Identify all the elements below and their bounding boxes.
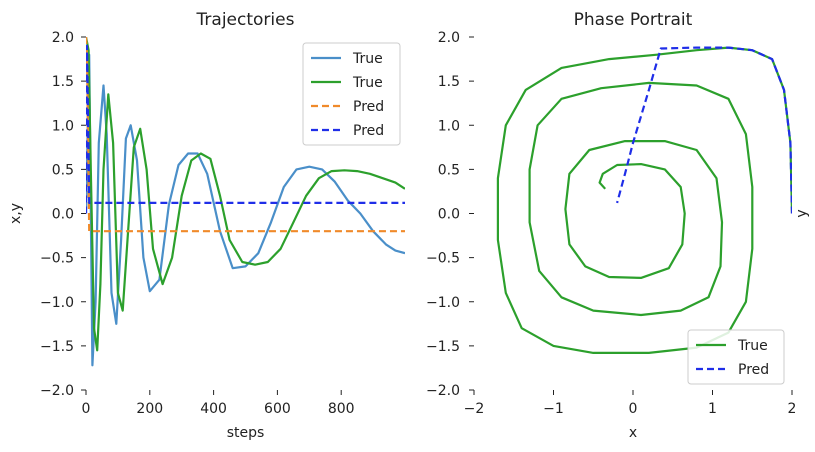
legend-label: True bbox=[737, 338, 768, 354]
x-tick-label: −2 bbox=[464, 401, 485, 417]
y-tick-label: −2.0 bbox=[40, 383, 74, 399]
legend-label: Pred bbox=[353, 123, 384, 139]
y-tick-label: 1.0 bbox=[52, 118, 74, 134]
y-tick-label: 0.5 bbox=[438, 162, 460, 178]
chart-title: Trajectories bbox=[196, 10, 295, 30]
y-axis-label: y bbox=[794, 209, 810, 217]
legend-label: True bbox=[352, 75, 383, 91]
x-tick-label: 1 bbox=[708, 401, 717, 417]
y-tick-label: 1.5 bbox=[52, 74, 74, 90]
y-tick-label: 1.5 bbox=[438, 74, 460, 90]
x-tick-label: 2 bbox=[788, 401, 797, 417]
legend-label: Pred bbox=[353, 99, 384, 115]
x-tick-label: −1 bbox=[543, 401, 564, 417]
series-line-0 bbox=[496, 46, 792, 354]
x-tick-label: 0 bbox=[629, 401, 638, 417]
y-tick-label: 1.0 bbox=[438, 118, 460, 134]
y-tick-label: 0.0 bbox=[52, 207, 74, 223]
y-tick-label: −1.0 bbox=[426, 295, 460, 311]
series-line-1 bbox=[616, 46, 792, 214]
legend-box bbox=[687, 329, 785, 385]
legend: True True Pred Pred bbox=[302, 42, 401, 146]
y-tick-label: 2.0 bbox=[438, 30, 460, 46]
x-tick-label: 800 bbox=[328, 401, 355, 417]
y-tick-label: −0.5 bbox=[426, 251, 460, 267]
y-tick-label: −1.5 bbox=[426, 339, 460, 355]
y-tick-label: −0.5 bbox=[40, 251, 74, 267]
x-axis-label: steps bbox=[227, 425, 265, 441]
legend-box bbox=[302, 42, 401, 146]
y-tick-label: 0.5 bbox=[52, 162, 74, 178]
legend-label: True bbox=[352, 51, 383, 67]
chart-0: Trajectories −2.0 −1.5 −1.0 −0.5 0.0 0.5 1.0 1.5… bbox=[8, 10, 405, 441]
y-tick-label: −1.0 bbox=[40, 295, 74, 311]
y-tick-label: −1.5 bbox=[40, 339, 74, 355]
y-tick-label: −2.0 bbox=[426, 383, 460, 399]
chart-title: Phase Portrait bbox=[574, 10, 693, 30]
chart-1: Phase Portrait −2.0 −1.5 −1.0 −0.5 0.0 0.5 1.0 1… bbox=[426, 10, 810, 441]
y-axis-label: x,y bbox=[8, 203, 24, 224]
x-axis-label: x bbox=[629, 425, 637, 441]
y-tick-label: 0.0 bbox=[438, 207, 460, 223]
series-line-3 bbox=[86, 44, 405, 214]
legend: True Pred bbox=[687, 329, 785, 385]
x-tick-label: 400 bbox=[200, 401, 227, 417]
x-tick-label: 600 bbox=[264, 401, 291, 417]
legend-label: Pred bbox=[738, 362, 769, 378]
x-tick-label: 0 bbox=[82, 401, 91, 417]
series-line-1 bbox=[86, 37, 405, 352]
y-tick-label: 2.0 bbox=[52, 30, 74, 46]
x-tick-label: 200 bbox=[136, 401, 163, 417]
